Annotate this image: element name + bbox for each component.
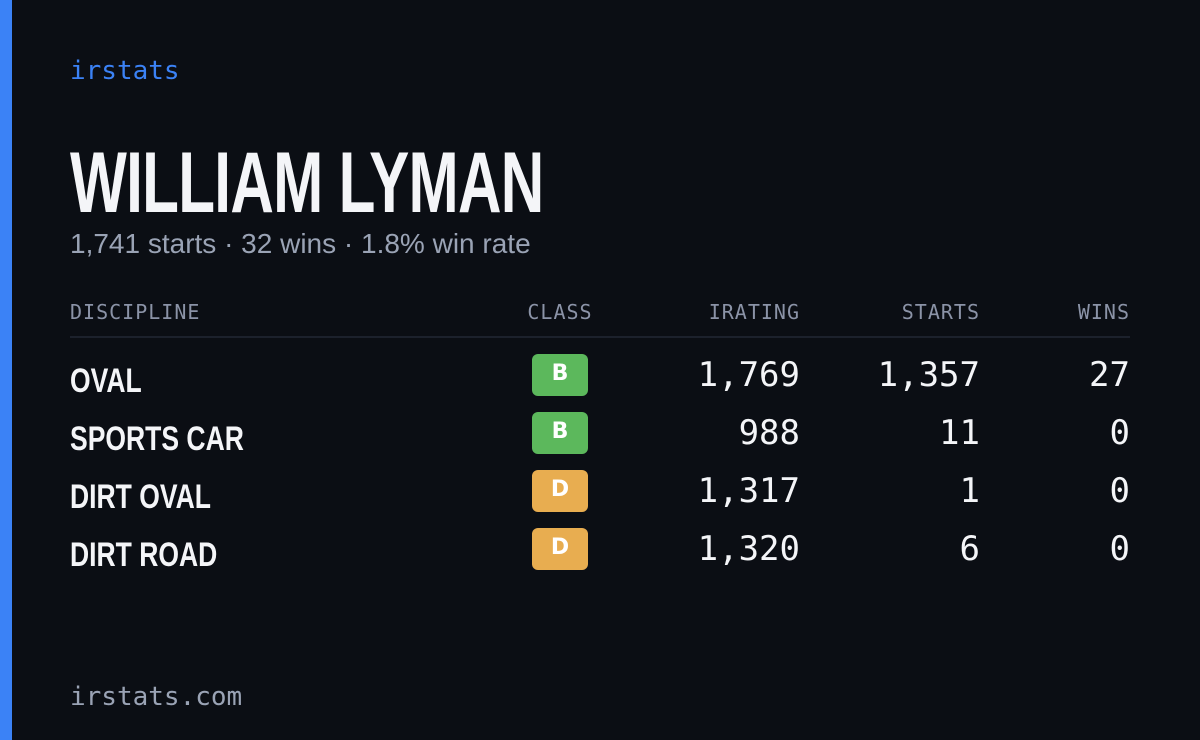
brand: irstats	[70, 56, 180, 86]
stat-value: 1,317	[697, 471, 800, 511]
stat-value: 988	[738, 413, 800, 453]
driver-summary: 1,741 starts · 32 wins · 1.8% win rate	[70, 228, 531, 259]
driver-name: WILLIAM LYMAN	[70, 135, 544, 231]
stat-value: 1,320	[697, 529, 800, 569]
class-badge: D	[532, 528, 588, 570]
stat-value: 27	[1089, 355, 1130, 395]
discipline: OVAL	[70, 362, 142, 400]
class-badge: D	[532, 470, 588, 512]
stat-value: 0	[1109, 471, 1130, 511]
stat-value: 0	[1109, 529, 1130, 569]
stat-value: 11	[939, 413, 980, 453]
accent-bar	[0, 0, 12, 740]
class-badge: B	[532, 354, 588, 396]
column-header: DISCIPLINE	[70, 300, 201, 324]
discipline: SPORTS CAR	[70, 420, 244, 458]
column-header: IRATING	[708, 300, 800, 324]
column-header: WINS	[1077, 300, 1130, 324]
discipline: DIRT OVAL	[70, 478, 211, 516]
footer-url: irstats.com	[70, 682, 243, 712]
stat-value: 1,769	[697, 355, 800, 395]
stat-value: 1	[959, 471, 980, 511]
column-header: STARTS	[901, 300, 980, 324]
stat-value: 6	[959, 529, 980, 569]
class-badge: B	[532, 412, 588, 454]
column-header: CLASS	[527, 300, 593, 324]
discipline: DIRT ROAD	[70, 536, 218, 574]
stat-value: 1,357	[877, 355, 980, 395]
stat-value: 0	[1109, 413, 1130, 453]
divider	[70, 336, 1130, 338]
